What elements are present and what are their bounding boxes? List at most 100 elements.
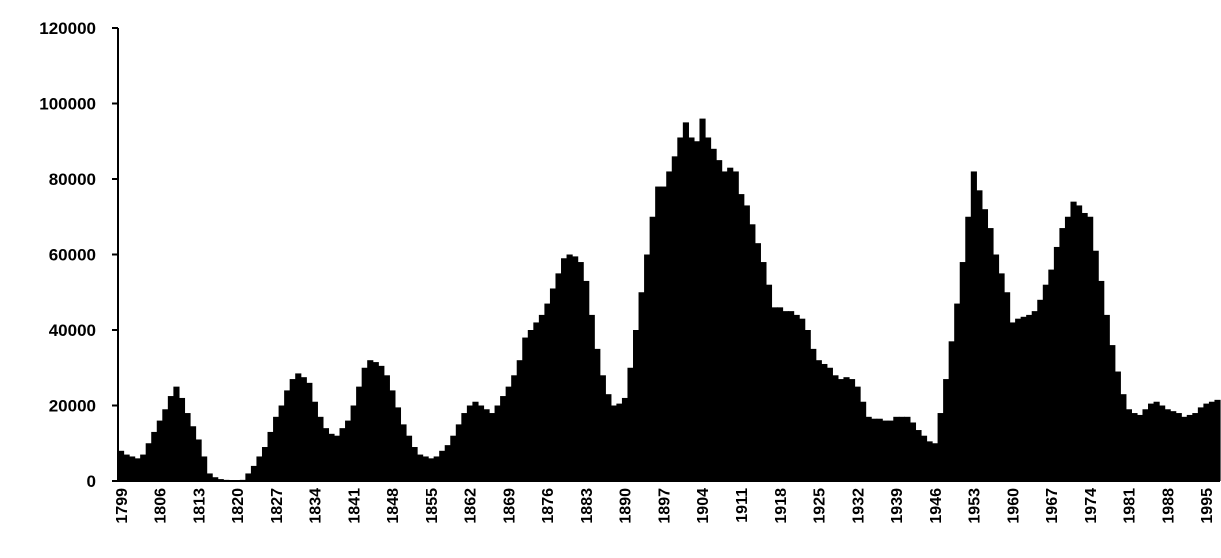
bar-1822	[245, 473, 252, 481]
bar-1807	[162, 409, 169, 481]
bar-1917	[771, 307, 778, 481]
bar-1983	[1136, 414, 1144, 481]
x-tick-label: 1855	[424, 488, 441, 524]
bar-1947	[937, 413, 944, 481]
y-tick-label: 60000	[49, 246, 96, 265]
bar-1965	[1037, 299, 1044, 481]
bar-1840	[345, 420, 352, 481]
bar-1900	[677, 137, 684, 482]
x-tick-label: 1960	[1005, 488, 1022, 524]
x-tick-label: 1904	[695, 488, 712, 524]
bar-1946	[932, 443, 939, 481]
bar-1990	[1175, 413, 1182, 481]
bar-1904	[699, 118, 706, 481]
bar-1971	[1070, 201, 1077, 481]
bar-1809	[173, 386, 180, 482]
x-tick-label: 1911	[734, 488, 751, 523]
bar-1861	[461, 413, 468, 481]
x-tick-label: 1827	[269, 488, 286, 524]
bar-1830	[289, 379, 296, 481]
bar-1810	[178, 397, 186, 481]
bar-1872	[522, 337, 529, 481]
bar-1827	[273, 416, 280, 481]
bar-1993	[1192, 413, 1199, 481]
bar-1932	[854, 386, 861, 482]
bar-1839	[339, 428, 346, 481]
x-tick-label: 1806	[153, 488, 170, 524]
bar-1833	[306, 382, 313, 481]
bar-1929	[837, 379, 845, 481]
bar-1868	[500, 396, 507, 481]
bar-1918	[776, 307, 784, 481]
y-tick-label: 120000	[39, 19, 96, 38]
y-tick-label: 80000	[49, 170, 96, 189]
bar-1915	[760, 262, 767, 481]
bar-1902	[688, 137, 695, 482]
bar-1972	[1076, 205, 1083, 481]
bar-1957	[992, 254, 1000, 481]
x-tick-label: 1925	[812, 488, 829, 524]
bar-1870	[511, 375, 518, 481]
bar-1805	[151, 431, 158, 481]
bar-1949	[948, 341, 955, 481]
bar-1922	[799, 318, 806, 481]
bar-1960	[1009, 322, 1016, 481]
bar-1974	[1087, 216, 1094, 481]
bar-1802	[134, 458, 141, 481]
bar-1991	[1181, 416, 1188, 481]
bar-1967	[1048, 269, 1055, 481]
bar-1812	[189, 426, 197, 481]
bar-1857	[439, 450, 446, 481]
bar-1970	[1064, 216, 1072, 481]
bar-1927	[826, 367, 833, 481]
bar-1997	[1214, 399, 1221, 481]
x-tick-label: 1988	[1160, 488, 1177, 524]
bar-1979	[1114, 371, 1121, 481]
bar-1916	[765, 284, 773, 481]
bar-1989	[1170, 411, 1177, 481]
bar-1888	[610, 405, 617, 481]
bar-1851	[405, 435, 413, 481]
y-axis	[112, 27, 119, 482]
x-tick-label: 1813	[191, 488, 208, 524]
bar-1859	[450, 435, 457, 481]
x-tick-label: 1883	[579, 488, 596, 524]
bar-1806	[156, 420, 163, 481]
bar-1895	[649, 216, 656, 481]
bar-1981	[1125, 409, 1132, 481]
x-tick-label: 1932	[850, 488, 867, 524]
bar-1939	[893, 416, 900, 481]
bar-1876	[544, 303, 551, 481]
bar-1992	[1186, 414, 1193, 481]
bar-1914	[754, 243, 761, 481]
bar-1858	[444, 445, 451, 481]
x-tick-label: 1862	[463, 488, 480, 524]
bar-1975	[1092, 250, 1099, 481]
bars-group	[118, 118, 1221, 482]
bar-1891	[627, 367, 634, 481]
y-tick-label: 0	[87, 472, 96, 491]
bar-1853	[417, 454, 424, 481]
x-tick-label: 1869	[501, 488, 518, 524]
bar-1903	[693, 141, 701, 481]
bar-1952	[965, 216, 972, 481]
bar-1951	[959, 262, 966, 481]
bar-1978	[1109, 345, 1116, 481]
bar-1958	[998, 273, 1005, 482]
bar-1803	[140, 454, 147, 481]
bar-1973	[1081, 212, 1088, 482]
bar-1856	[433, 456, 440, 481]
x-tick-label: 1897	[657, 488, 674, 524]
bar-1884	[588, 314, 595, 481]
bar-1897	[660, 186, 667, 482]
bar-1919	[782, 311, 789, 482]
bar-1846	[378, 365, 385, 481]
bar-1814	[201, 456, 208, 481]
bar-1847	[383, 375, 390, 481]
bar-1825	[261, 447, 269, 481]
x-tick-label: 1946	[928, 488, 945, 524]
bar-1937	[882, 420, 889, 481]
y-tick-label: 40000	[49, 321, 96, 340]
bar-1906	[710, 148, 717, 482]
bar-1933	[860, 401, 867, 481]
